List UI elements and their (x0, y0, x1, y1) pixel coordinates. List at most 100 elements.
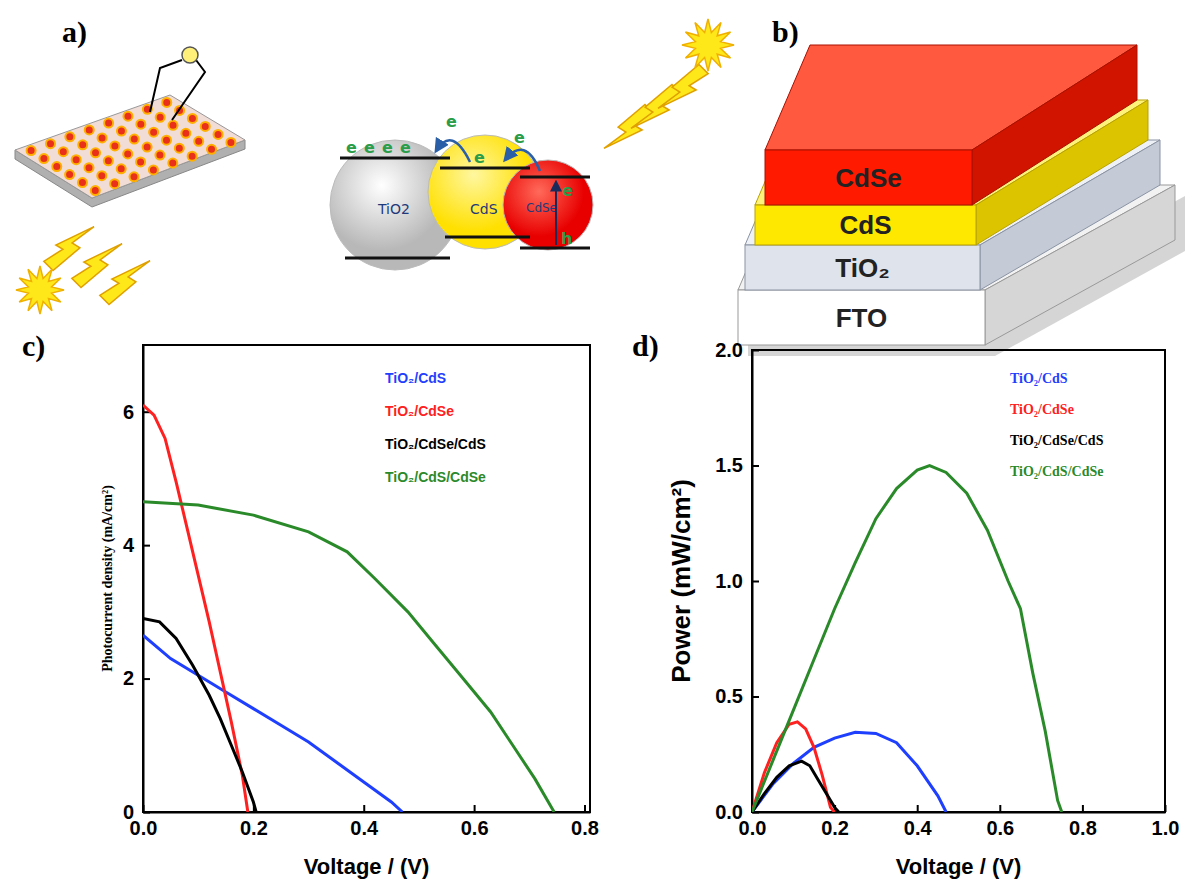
lightning (600, 102, 656, 158)
chart: 0.00.20.40.60.81.00.00.51.01.52.0TiO₂/Cd… (666, 339, 1179, 879)
valence-band (445, 236, 530, 239)
quantum-dot (201, 122, 210, 131)
electron: e (364, 138, 375, 157)
slab (15, 95, 245, 198)
x-tick: 0.4 (904, 805, 933, 839)
quantum-dot (155, 151, 164, 160)
y-tick-mark (752, 696, 759, 698)
x-tick-label: 0.2 (821, 817, 849, 839)
quantum-dot (226, 138, 235, 147)
plot-frame (143, 345, 590, 812)
legend-entry: TiO₂/CdS/CdSe (1010, 464, 1103, 479)
x-tick-label: 0.2 (240, 817, 268, 839)
quantum-dot (65, 170, 74, 179)
y-tick-mark (143, 545, 150, 547)
bulb (182, 47, 198, 63)
quantum-dot (123, 112, 132, 121)
legend-entry: TiO₂/CdS (1010, 371, 1068, 386)
y-tick-label: 2.0 (715, 339, 743, 361)
quantum-dot (214, 130, 223, 139)
electron: e (382, 138, 393, 157)
lightning (98, 251, 154, 307)
panel-a: TiO2CdSCdSeeeeeeeeeh (15, 19, 734, 314)
quantum-dot (117, 164, 126, 173)
quantum-dot (72, 155, 81, 164)
electron: e (474, 148, 485, 167)
layer-label: FTO (836, 303, 888, 333)
quantum-dot (207, 145, 216, 154)
plot-marks (143, 405, 554, 812)
transfer-arrow (436, 140, 470, 162)
quantum-dot (110, 179, 119, 188)
sun (16, 266, 64, 314)
x-tick-mark (917, 805, 919, 812)
quantum-dot (84, 163, 93, 172)
plot-marks (752, 466, 1062, 813)
y-tick: 6 (123, 401, 150, 423)
x-tick: 0.8 (571, 805, 599, 839)
panel-b: FTOTiO₂CdSCdSe (738, 45, 1185, 356)
y-tick-label: 0.5 (715, 685, 743, 707)
y-tick-label: 2 (123, 667, 134, 689)
y-tick-label: 1.5 (715, 454, 743, 476)
quantum-dot (59, 147, 68, 156)
quantum-dot (98, 133, 107, 142)
wire (172, 60, 205, 120)
layer-front (765, 150, 972, 205)
quantum-dot (156, 113, 165, 122)
quantum-dot (130, 135, 139, 144)
quantum-dot (188, 114, 197, 123)
y-tick-label: 0.0 (715, 801, 743, 823)
quantum-dot (78, 140, 87, 149)
quantum-dot (149, 165, 158, 174)
quantum-dot (97, 171, 106, 180)
panel-label: a) (62, 15, 87, 49)
series-line (752, 761, 839, 812)
layer-label: CdSe (835, 163, 901, 193)
series-line (752, 722, 835, 812)
x-tick-label: 0.6 (986, 817, 1014, 839)
legend: TiO₂/CdSTiO₂/CdSeTiO₂/CdSe/CdSTiO₂/CdS/C… (1010, 371, 1104, 479)
x-tick: 0.6 (986, 805, 1014, 839)
quantum-dot (78, 178, 87, 187)
y-tick-mark (752, 465, 759, 467)
particle-label: TiO2 (377, 201, 410, 217)
series-line (143, 635, 402, 812)
panel-label: d) (632, 329, 659, 363)
quantum-dot (117, 127, 126, 136)
conduction-band (520, 176, 590, 179)
x-axis-title: Voltage / (V) (304, 854, 430, 879)
quantum-dot (65, 132, 74, 141)
x-tick-label: 0.4 (904, 817, 933, 839)
quantum-dot (104, 119, 113, 128)
x-tick-mark (363, 805, 365, 812)
lightning (627, 82, 683, 138)
legend: TiO₂/CdSTiO₂/CdSeTiO₂/CdSe/CdSTiO₂/CdS/C… (385, 370, 486, 485)
quantum-dot (175, 144, 184, 153)
quantum-dot (130, 172, 139, 181)
quantum-dot (168, 159, 177, 168)
valence-band (345, 257, 450, 260)
y-tick: 2 (123, 667, 150, 689)
x-tick-mark (1082, 805, 1084, 812)
quantum-dot (194, 137, 203, 146)
x-tick-label: 0.8 (571, 817, 599, 839)
legend-entry: TiO₂/CdSe/CdS (1010, 433, 1104, 448)
quantum-dot (143, 143, 152, 152)
quantum-dot (91, 148, 100, 157)
y-axis: 0246 (123, 346, 150, 823)
panel-label: c) (22, 329, 45, 363)
y-tick: 4 (123, 534, 150, 556)
quantum-dot (85, 125, 94, 134)
wire (150, 60, 182, 112)
particle-label: CdS (470, 201, 498, 217)
legend-entry: TiO₂/CdSe (385, 403, 454, 419)
x-tick-mark (474, 805, 476, 812)
x-tick-mark (584, 805, 586, 812)
quantum-dot (162, 136, 171, 145)
electron: e (346, 138, 357, 157)
series-line (143, 502, 554, 812)
quantum-dot (149, 128, 158, 137)
quantum-dot (169, 121, 178, 130)
quantum-dot (162, 98, 171, 107)
